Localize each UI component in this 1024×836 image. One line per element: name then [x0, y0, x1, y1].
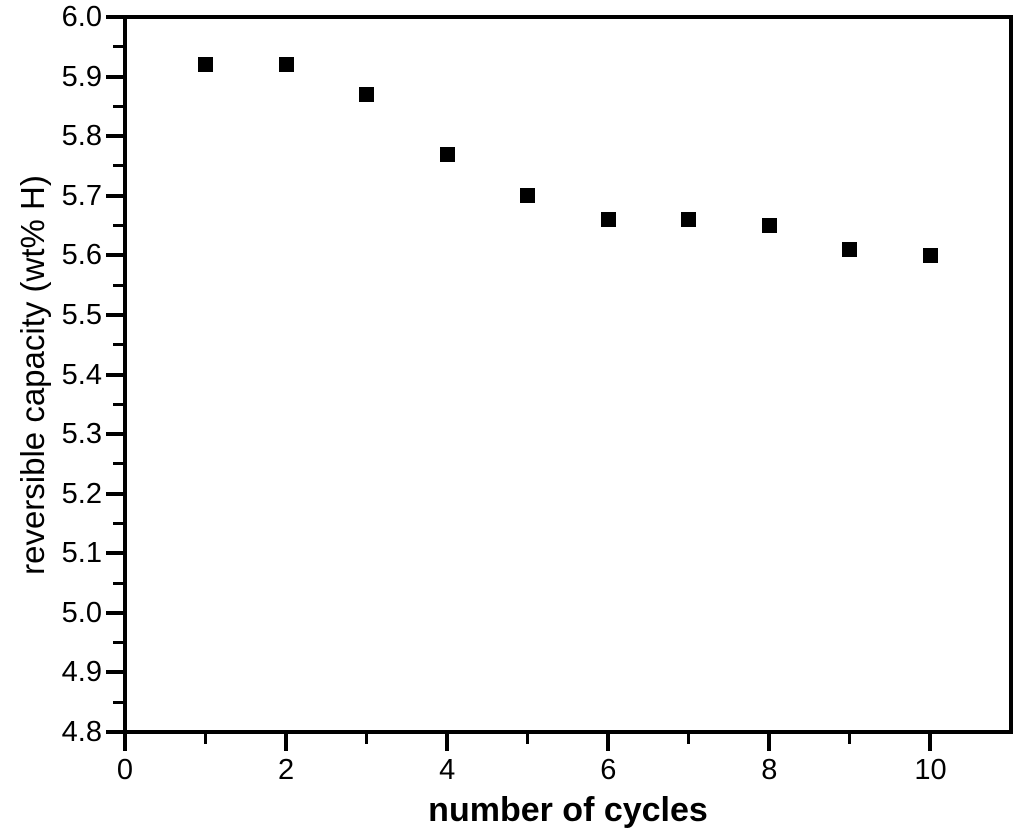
x-major-tick [445, 734, 450, 751]
x-tick-label: 8 [761, 754, 778, 786]
y-major-tick [106, 134, 123, 139]
y-major-tick [106, 15, 123, 19]
y-major-tick [106, 670, 123, 675]
data-point-square [922, 247, 938, 263]
x-tick-label: 4 [439, 754, 456, 786]
y-tick-label: 5.8 [61, 120, 102, 153]
x-minor-tick [365, 734, 369, 744]
y-major-tick [106, 312, 123, 317]
y-major-tick [106, 253, 123, 258]
x-minor-tick [204, 734, 208, 744]
y-tick-label: 6.0 [61, 1, 102, 33]
data-point-square [359, 86, 375, 102]
data-point-square [278, 57, 294, 73]
data-point-square [439, 146, 455, 162]
data-point-square [842, 241, 858, 257]
x-axis-title: number of cycles [428, 791, 708, 829]
y-tick-label: 4.8 [61, 716, 102, 748]
x-minor-tick [526, 734, 530, 744]
x-minor-tick [848, 734, 852, 744]
data-point-square [761, 218, 777, 234]
y-minor-tick [113, 641, 123, 645]
y-major-tick [106, 74, 123, 79]
y-minor-tick [113, 462, 123, 466]
y-tick-label: 5.4 [61, 358, 102, 391]
x-major-tick [123, 734, 127, 751]
x-major-tick [284, 734, 289, 751]
y-tick-label: 5.5 [61, 298, 102, 331]
x-major-tick [606, 734, 611, 751]
y-tick-label: 5.7 [61, 179, 102, 212]
x-tick-label: 6 [600, 754, 617, 786]
y-tick-label: 5.0 [61, 596, 102, 629]
y-tick-label: 5.9 [61, 60, 102, 93]
y-major-tick [106, 610, 123, 615]
y-minor-tick [113, 164, 123, 168]
y-tick-label: 5.2 [61, 477, 102, 510]
x-minor-tick [687, 734, 691, 744]
y-major-tick [106, 551, 123, 556]
data-point-square [681, 212, 697, 228]
x-tick-label: 0 [116, 754, 134, 786]
data-point-square [520, 188, 536, 204]
y-major-tick [106, 491, 123, 496]
x-major-tick [928, 734, 933, 751]
y-major-tick [106, 372, 123, 377]
y-minor-tick [113, 521, 123, 525]
y-minor-tick [113, 45, 123, 49]
y-major-tick [106, 432, 123, 437]
data-point-square [600, 212, 616, 228]
x-tick-label: 2 [278, 754, 295, 786]
y-minor-tick [113, 343, 123, 347]
plot-area [123, 15, 1013, 734]
y-minor-tick [113, 224, 123, 228]
y-tick-label: 5.6 [61, 239, 102, 272]
y-tick-label: 5.1 [61, 537, 102, 570]
x-tick-label: 10 [914, 754, 947, 786]
y-tick-label: 5.3 [61, 418, 102, 451]
y-minor-tick [113, 700, 123, 704]
y-tick-label: 4.9 [61, 656, 102, 689]
y-minor-tick [113, 104, 123, 108]
y-major-tick [106, 193, 123, 198]
y-minor-tick [113, 402, 123, 406]
x-major-tick [767, 734, 772, 751]
y-axis-title: reversible capacity (wt% H) [14, 174, 51, 575]
data-point-square [198, 57, 214, 73]
y-minor-tick [113, 581, 123, 585]
y-minor-tick [113, 283, 123, 287]
y-major-tick [106, 730, 123, 734]
